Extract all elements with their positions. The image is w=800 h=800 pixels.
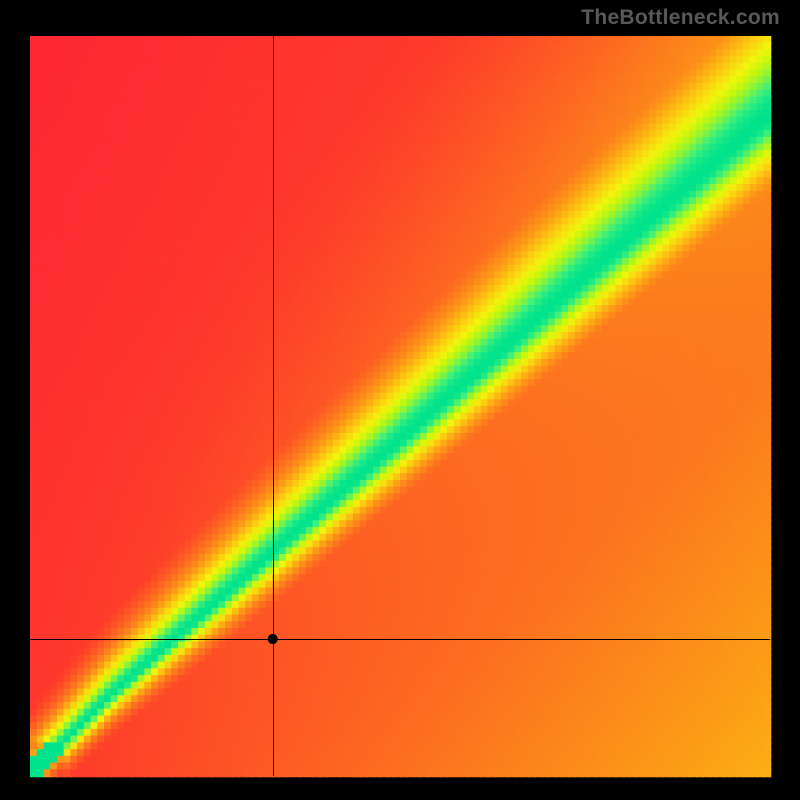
bottleneck-heatmap	[0, 0, 800, 800]
watermark-text: TheBottleneck.com	[581, 6, 780, 30]
chart-container: TheBottleneck.com	[0, 0, 800, 800]
